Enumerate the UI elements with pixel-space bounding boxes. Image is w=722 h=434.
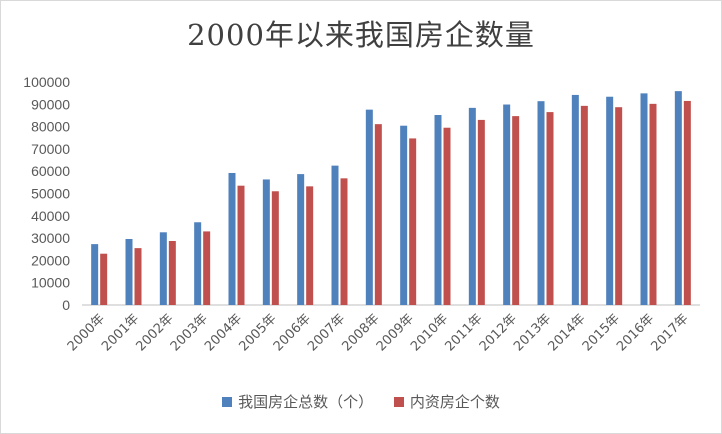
y-tick-label: 0	[62, 297, 70, 313]
x-tick-label: 2014年	[545, 311, 588, 354]
x-tick-label: 2005年	[236, 311, 279, 354]
bar-domestic	[477, 119, 485, 305]
bar-domestic	[134, 248, 142, 305]
x-tick-label: 2011年	[442, 311, 485, 354]
y-tick-label: 20000	[31, 252, 70, 268]
x-tick-label: 2009年	[374, 311, 417, 354]
legend-item-total: 我国房企总数（个）	[222, 391, 373, 412]
bar-total	[606, 96, 614, 305]
bar-domestic	[512, 116, 520, 306]
x-tick-label: 2013年	[511, 311, 554, 354]
bar-total	[640, 93, 648, 306]
x-tick-label: 2007年	[305, 311, 348, 354]
y-tick-label: 80000	[31, 119, 70, 135]
bar-total	[194, 222, 202, 305]
x-tick-label: 2015年	[580, 311, 623, 354]
x-tick-label: 2003年	[168, 311, 211, 354]
bar-domestic	[203, 231, 211, 305]
bar-domestic	[409, 138, 417, 305]
y-tick-label: 70000	[31, 141, 70, 157]
bar-total	[434, 115, 442, 305]
y-tick-label: 50000	[31, 186, 70, 202]
y-tick-label: 90000	[31, 96, 70, 112]
y-tick-label: 10000	[31, 275, 70, 291]
x-tick-label: 2006年	[271, 311, 314, 354]
bar-total	[400, 125, 408, 306]
legend-swatch-domestic	[393, 396, 404, 407]
bar-total	[159, 232, 167, 305]
bar-domestic	[374, 124, 382, 306]
bar-domestic	[546, 112, 554, 305]
bar-domestic	[100, 253, 108, 305]
bar-total	[297, 174, 305, 305]
legend-label-total: 我国房企总数（个）	[238, 393, 374, 411]
bar-domestic	[649, 103, 657, 305]
bar-domestic	[443, 127, 451, 305]
y-tick-label: 30000	[31, 230, 70, 246]
bar-total	[91, 244, 99, 305]
bar-total	[365, 109, 373, 306]
y-axis: 0 10000 20000 30000 40000 50000 60000 70000 8000…	[23, 74, 70, 313]
bar-domestic	[580, 105, 588, 305]
bar-total	[262, 179, 270, 305]
x-tick-label: 2000年	[65, 311, 108, 354]
x-tick-label: 2004年	[202, 311, 245, 354]
x-tick-label: 2012年	[477, 311, 520, 354]
legend: 我国房企总数（个） 内资房企个数	[0, 391, 722, 412]
bars	[91, 91, 691, 306]
legend-swatch-total	[222, 396, 233, 407]
legend-label-domestic: 内资房企个数	[409, 393, 500, 411]
y-tick-label: 40000	[31, 208, 70, 224]
x-tick-label: 2010年	[408, 311, 451, 354]
chart-title: 2000年以来我国房企数量	[187, 18, 535, 52]
bar-total	[571, 94, 579, 306]
x-tick-label: 2001年	[99, 311, 142, 354]
y-tick-label: 100000	[23, 74, 70, 90]
bar-domestic	[340, 178, 348, 305]
x-axis: 2000年2001年2002年2003年2004年2005年2006年2007年…	[65, 311, 692, 354]
bar-total	[331, 165, 339, 306]
bar-total	[468, 107, 476, 306]
bar-domestic	[615, 107, 623, 305]
y-tick-label: 60000	[31, 163, 70, 179]
bar-domestic	[271, 191, 279, 305]
x-tick-label: 2008年	[339, 311, 382, 354]
bar-domestic	[683, 100, 691, 305]
x-tick-label: 2002年	[133, 311, 176, 354]
legend-item-domestic: 内资房企个数	[393, 391, 500, 412]
x-tick-label: 2016年	[614, 311, 657, 354]
bar-total	[674, 91, 682, 305]
bar-total	[125, 238, 133, 305]
bar-domestic	[306, 186, 314, 305]
bar-total	[228, 172, 236, 305]
x-tick-label: 2017年	[648, 311, 691, 354]
bar-total	[537, 101, 545, 306]
bar-domestic	[168, 241, 176, 305]
bar-domestic	[237, 185, 245, 305]
bar-total	[503, 104, 511, 306]
